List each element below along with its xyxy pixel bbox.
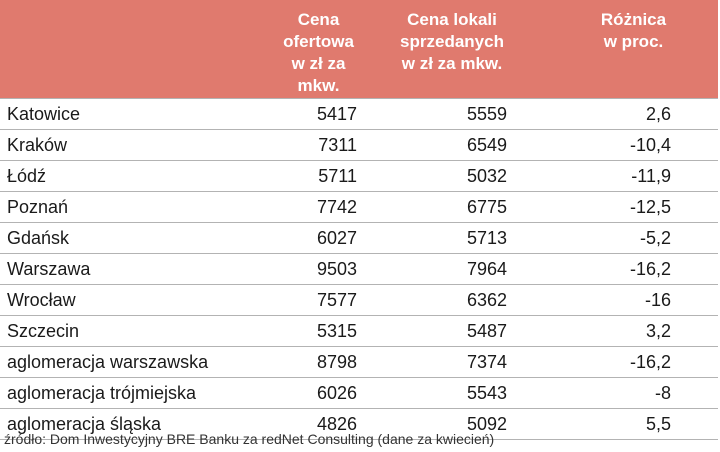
cell-difference: -10,4 bbox=[629, 134, 671, 155]
table-row: Kraków 7311 6549 -10,4 bbox=[0, 130, 718, 161]
cell-offer-price: 6026 bbox=[316, 382, 357, 403]
header-offer-price: Cena ofertowa w zł za mkw. bbox=[233, 0, 365, 99]
header-city bbox=[0, 0, 233, 99]
cell-offer-price: 5417 bbox=[316, 103, 357, 124]
cell-sold-price: 5092 bbox=[466, 413, 507, 434]
table-row: aglomeracja śląska 4826 5092 5,5 bbox=[0, 409, 718, 440]
cell-difference: -16,2 bbox=[629, 351, 671, 372]
table-row: Wrocław 7577 6362 -16 bbox=[0, 285, 718, 316]
cell-offer-price: 7577 bbox=[316, 289, 357, 310]
table-body: Katowice 5417 5559 2,6 Kraków 7311 6549 -10,4 Łó… bbox=[0, 98, 718, 440]
cell-difference: -12,5 bbox=[629, 196, 671, 217]
cell-offer-price: 5315 bbox=[316, 320, 357, 341]
cell-offer-price: 9503 bbox=[316, 258, 357, 279]
cell-sold-price: 5487 bbox=[466, 320, 507, 341]
cell-sold-price: 6362 bbox=[466, 289, 507, 310]
cell-city: Poznań bbox=[7, 196, 69, 217]
cell-offer-price: 6027 bbox=[316, 227, 357, 248]
cell-city: Kraków bbox=[7, 134, 68, 155]
cell-city: aglomeracja warszawska bbox=[7, 351, 209, 372]
cell-city: Łódź bbox=[7, 165, 47, 186]
cell-city: aglomeracja trójmiejska bbox=[7, 382, 197, 403]
header-sold-price: Cena lokali sprzedanych w zł za mkw. bbox=[365, 0, 515, 99]
cell-sold-price: 5032 bbox=[466, 165, 507, 186]
table-row: aglomeracja trójmiejska 6026 5543 -8 bbox=[0, 378, 718, 409]
table-row: aglomeracja warszawska 8798 7374 -16,2 bbox=[0, 347, 718, 378]
cell-sold-price: 6775 bbox=[466, 196, 507, 217]
cell-difference: -8 bbox=[654, 382, 671, 403]
cell-sold-price: 6549 bbox=[466, 134, 507, 155]
cell-sold-price: 7964 bbox=[466, 258, 507, 279]
source-note: źródło: Dom Inwestycyjny BRE Banku za re… bbox=[4, 431, 495, 447]
cell-city: Katowice bbox=[7, 103, 81, 124]
table-row: Poznań 7742 6775 -12,5 bbox=[0, 192, 718, 223]
table-row: Katowice 5417 5559 2,6 bbox=[0, 98, 718, 130]
cell-offer-price: 7742 bbox=[316, 196, 357, 217]
cell-sold-price: 5543 bbox=[466, 382, 507, 403]
cell-sold-price: 5559 bbox=[466, 103, 507, 124]
price-table: Cena ofertowa w zł za mkw. Cena lokali s… bbox=[0, 0, 718, 440]
table-row: Warszawa 9503 7964 -16,2 bbox=[0, 254, 718, 285]
cell-difference: -16,2 bbox=[629, 258, 671, 279]
cell-city: Wrocław bbox=[7, 289, 76, 310]
table-row: Gdańsk 6027 5713 -5,2 bbox=[0, 223, 718, 254]
cell-sold-price: 7374 bbox=[466, 351, 507, 372]
table-row: Szczecin 5315 5487 3,2 bbox=[0, 316, 718, 347]
cell-sold-price: 5713 bbox=[466, 227, 507, 248]
cell-difference: 3,2 bbox=[645, 320, 671, 341]
cell-offer-price: 8798 bbox=[316, 351, 357, 372]
cell-offer-price: 4826 bbox=[316, 413, 357, 434]
cell-difference: -16 bbox=[644, 289, 671, 310]
cell-difference: 2,6 bbox=[645, 103, 671, 124]
table-row: Łódź 5711 5032 -11,9 bbox=[0, 161, 718, 192]
cell-city: Warszawa bbox=[7, 258, 91, 279]
cell-difference: 5,5 bbox=[645, 413, 671, 434]
header-difference: Różnica w proc. bbox=[515, 0, 718, 99]
cell-difference: -11,9 bbox=[631, 165, 671, 186]
header-row: Cena ofertowa w zł za mkw. Cena lokali s… bbox=[0, 0, 718, 99]
cell-city: Szczecin bbox=[7, 320, 80, 341]
cell-city: aglomeracja śląska bbox=[7, 413, 162, 434]
cell-offer-price: 7311 bbox=[318, 134, 357, 155]
cell-difference: -5,2 bbox=[639, 227, 671, 248]
cell-offer-price: 5711 bbox=[318, 165, 357, 186]
cell-city: Gdańsk bbox=[7, 227, 70, 248]
